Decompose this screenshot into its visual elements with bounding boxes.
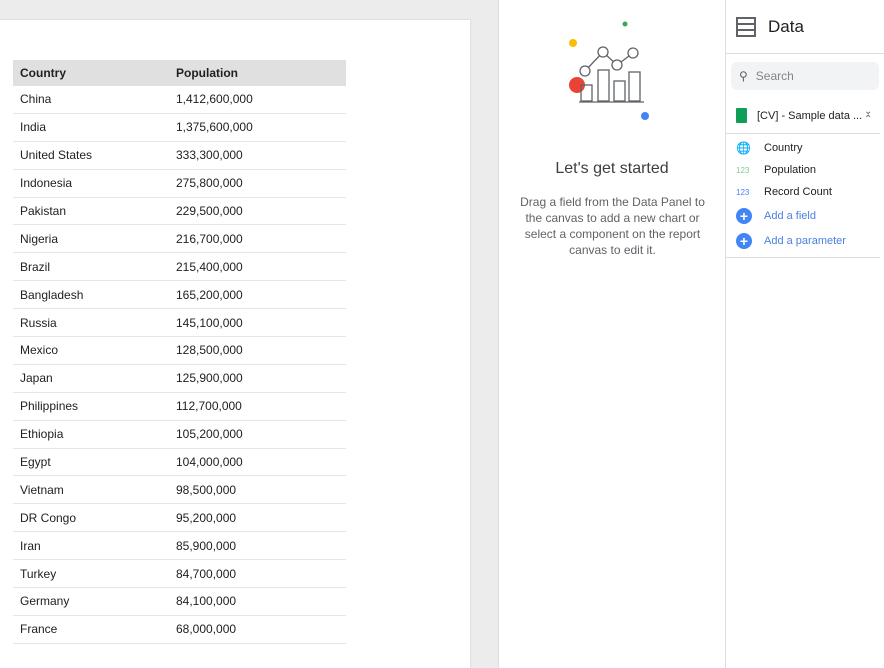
cell-population: 104,000,000 bbox=[176, 455, 243, 470]
cell-country: Germany bbox=[20, 594, 70, 609]
search-placeholder: Search bbox=[755, 69, 794, 83]
table-header: Country Population bbox=[13, 60, 346, 86]
cell-population: 84,700,000 bbox=[176, 566, 237, 581]
cell-population: 105,200,000 bbox=[176, 427, 243, 442]
table-row[interactable]: Egypt 104,000,000 bbox=[13, 449, 346, 477]
table-row[interactable]: DR Congo 95,200,000 bbox=[13, 504, 346, 533]
add-field-button[interactable]: + Add a field bbox=[726, 203, 880, 228]
sheets-icon bbox=[736, 108, 747, 123]
table-row[interactable]: Philippines 112,700,000 bbox=[13, 393, 346, 421]
cell-population: 275,800,000 bbox=[176, 176, 243, 191]
cell-country: Vietnam bbox=[20, 482, 64, 497]
cell-population: 128,500,000 bbox=[176, 343, 243, 358]
expand-collapse-icon[interactable]: ⌄ ⌃ bbox=[864, 105, 873, 125]
data-panel: Data ⚲ Search [CV] - Sample data ... ⌄ ⌃ … bbox=[725, 0, 884, 668]
cell-country: Russia bbox=[20, 315, 57, 330]
table-row[interactable]: Indonesia 275,800,000 bbox=[13, 170, 346, 198]
field-population[interactable]: 123 Population bbox=[736, 164, 816, 176]
cell-country: France bbox=[20, 622, 58, 637]
table-row[interactable]: China 1,412,600,000 bbox=[13, 86, 346, 114]
cell-country: Pakistan bbox=[20, 204, 67, 218]
cell-country: United States bbox=[20, 148, 93, 163]
cell-population: 85,900,000 bbox=[176, 538, 237, 553]
table-row[interactable]: India 1,375,600,000 bbox=[13, 114, 346, 142]
add-parameter-button[interactable]: + Add a parameter bbox=[726, 228, 880, 253]
cell-country: Japan bbox=[20, 371, 53, 386]
number-icon: 123 bbox=[736, 165, 750, 175]
chart-illustration-icon bbox=[569, 21, 649, 120]
cell-country: Indonesia bbox=[20, 176, 73, 191]
header-country[interactable]: Country bbox=[20, 66, 66, 80]
data-source-selector[interactable]: [CV] - Sample data ... ⌄ ⌃ bbox=[726, 98, 880, 134]
cell-population: 95,200,000 bbox=[176, 510, 237, 525]
cell-country: Turkey bbox=[20, 566, 57, 581]
globe-icon: 🌐 bbox=[736, 141, 751, 155]
cell-population: 1,412,600,000 bbox=[176, 92, 253, 107]
header-population[interactable]: Population bbox=[176, 66, 238, 80]
plus-icon: + bbox=[736, 232, 752, 249]
search-input[interactable]: ⚲ Search bbox=[731, 62, 879, 90]
cell-population: 229,500,000 bbox=[176, 204, 243, 218]
table-row[interactable]: Mexico 128,500,000 bbox=[13, 337, 346, 365]
cell-country: Ethiopia bbox=[20, 427, 64, 442]
cell-country: Nigeria bbox=[20, 231, 59, 246]
cell-population: 215,400,000 bbox=[176, 259, 243, 274]
population-table[interactable]: Country Population China 1,412,600,000 Ind… bbox=[13, 60, 346, 644]
table-row[interactable]: United States 333,300,000 bbox=[13, 142, 346, 170]
cell-population: 216,700,000 bbox=[176, 231, 243, 246]
cell-country: Mexico bbox=[20, 343, 59, 358]
cell-population: 145,100,000 bbox=[176, 315, 243, 330]
table-row[interactable]: Iran 85,900,000 bbox=[13, 532, 346, 561]
database-icon bbox=[736, 16, 756, 37]
cell-population: 98,500,000 bbox=[176, 482, 237, 497]
cell-population: 165,200,000 bbox=[176, 287, 243, 302]
report-canvas[interactable]: Country Population China 1,412,600,000 Ind… bbox=[0, 20, 470, 668]
table-row[interactable]: Japan 125,900,000 bbox=[13, 365, 346, 393]
cell-population: 84,100,000 bbox=[176, 594, 237, 609]
cell-population: 125,900,000 bbox=[176, 371, 243, 386]
number-icon: 123 bbox=[736, 187, 750, 197]
data-panel-header: Data bbox=[726, 0, 884, 54]
table-row[interactable]: Germany 84,100,000 bbox=[13, 588, 346, 616]
empty-state-panel: Let's get started Drag a field from the … bbox=[498, 0, 725, 668]
cell-country: India bbox=[20, 120, 47, 135]
table-row[interactable]: Ethiopia 105,200,000 bbox=[13, 421, 346, 449]
cell-population: 333,300,000 bbox=[176, 148, 243, 163]
data-panel-title: Data bbox=[768, 16, 804, 36]
field-list: 🌐 Country 123 Population 123 Record Count +… bbox=[726, 134, 880, 258]
plus-icon: + bbox=[736, 207, 752, 224]
empty-state-text: Drag a field from the Data Panel to the … bbox=[520, 195, 705, 257]
cell-population: 112,700,000 bbox=[176, 399, 242, 414]
field-record-count[interactable]: 123 Record Count bbox=[736, 186, 832, 198]
field-country[interactable]: 🌐 Country bbox=[736, 141, 803, 155]
table-row[interactable]: Bangladesh 165,200,000 bbox=[13, 281, 346, 310]
cell-country: Egypt bbox=[20, 455, 51, 470]
cell-population: 1,375,600,000 bbox=[176, 120, 253, 135]
table-row[interactable]: Pakistan 229,500,000 bbox=[13, 198, 346, 226]
cell-country: Iran bbox=[20, 538, 41, 553]
cell-population: 68,000,000 bbox=[176, 622, 237, 637]
cell-country: Philippines bbox=[20, 399, 79, 414]
table-row[interactable]: Russia 145,100,000 bbox=[13, 309, 346, 338]
empty-state-title: Let's get started bbox=[555, 160, 669, 177]
cell-country: Brazil bbox=[20, 259, 51, 274]
search-icon: ⚲ bbox=[739, 69, 748, 83]
data-source-name: [CV] - Sample data ... bbox=[757, 109, 863, 122]
table-row[interactable]: France 68,000,000 bbox=[13, 616, 346, 644]
cell-country: Bangladesh bbox=[20, 287, 84, 302]
table-row[interactable]: Brazil 215,400,000 bbox=[13, 253, 346, 282]
table-row[interactable]: Turkey 84,700,000 bbox=[13, 560, 346, 589]
table-row[interactable]: Nigeria 216,700,000 bbox=[13, 225, 346, 254]
cell-country: China bbox=[20, 92, 52, 107]
table-row[interactable]: Vietnam 98,500,000 bbox=[13, 476, 346, 505]
cell-country: DR Congo bbox=[20, 510, 77, 525]
